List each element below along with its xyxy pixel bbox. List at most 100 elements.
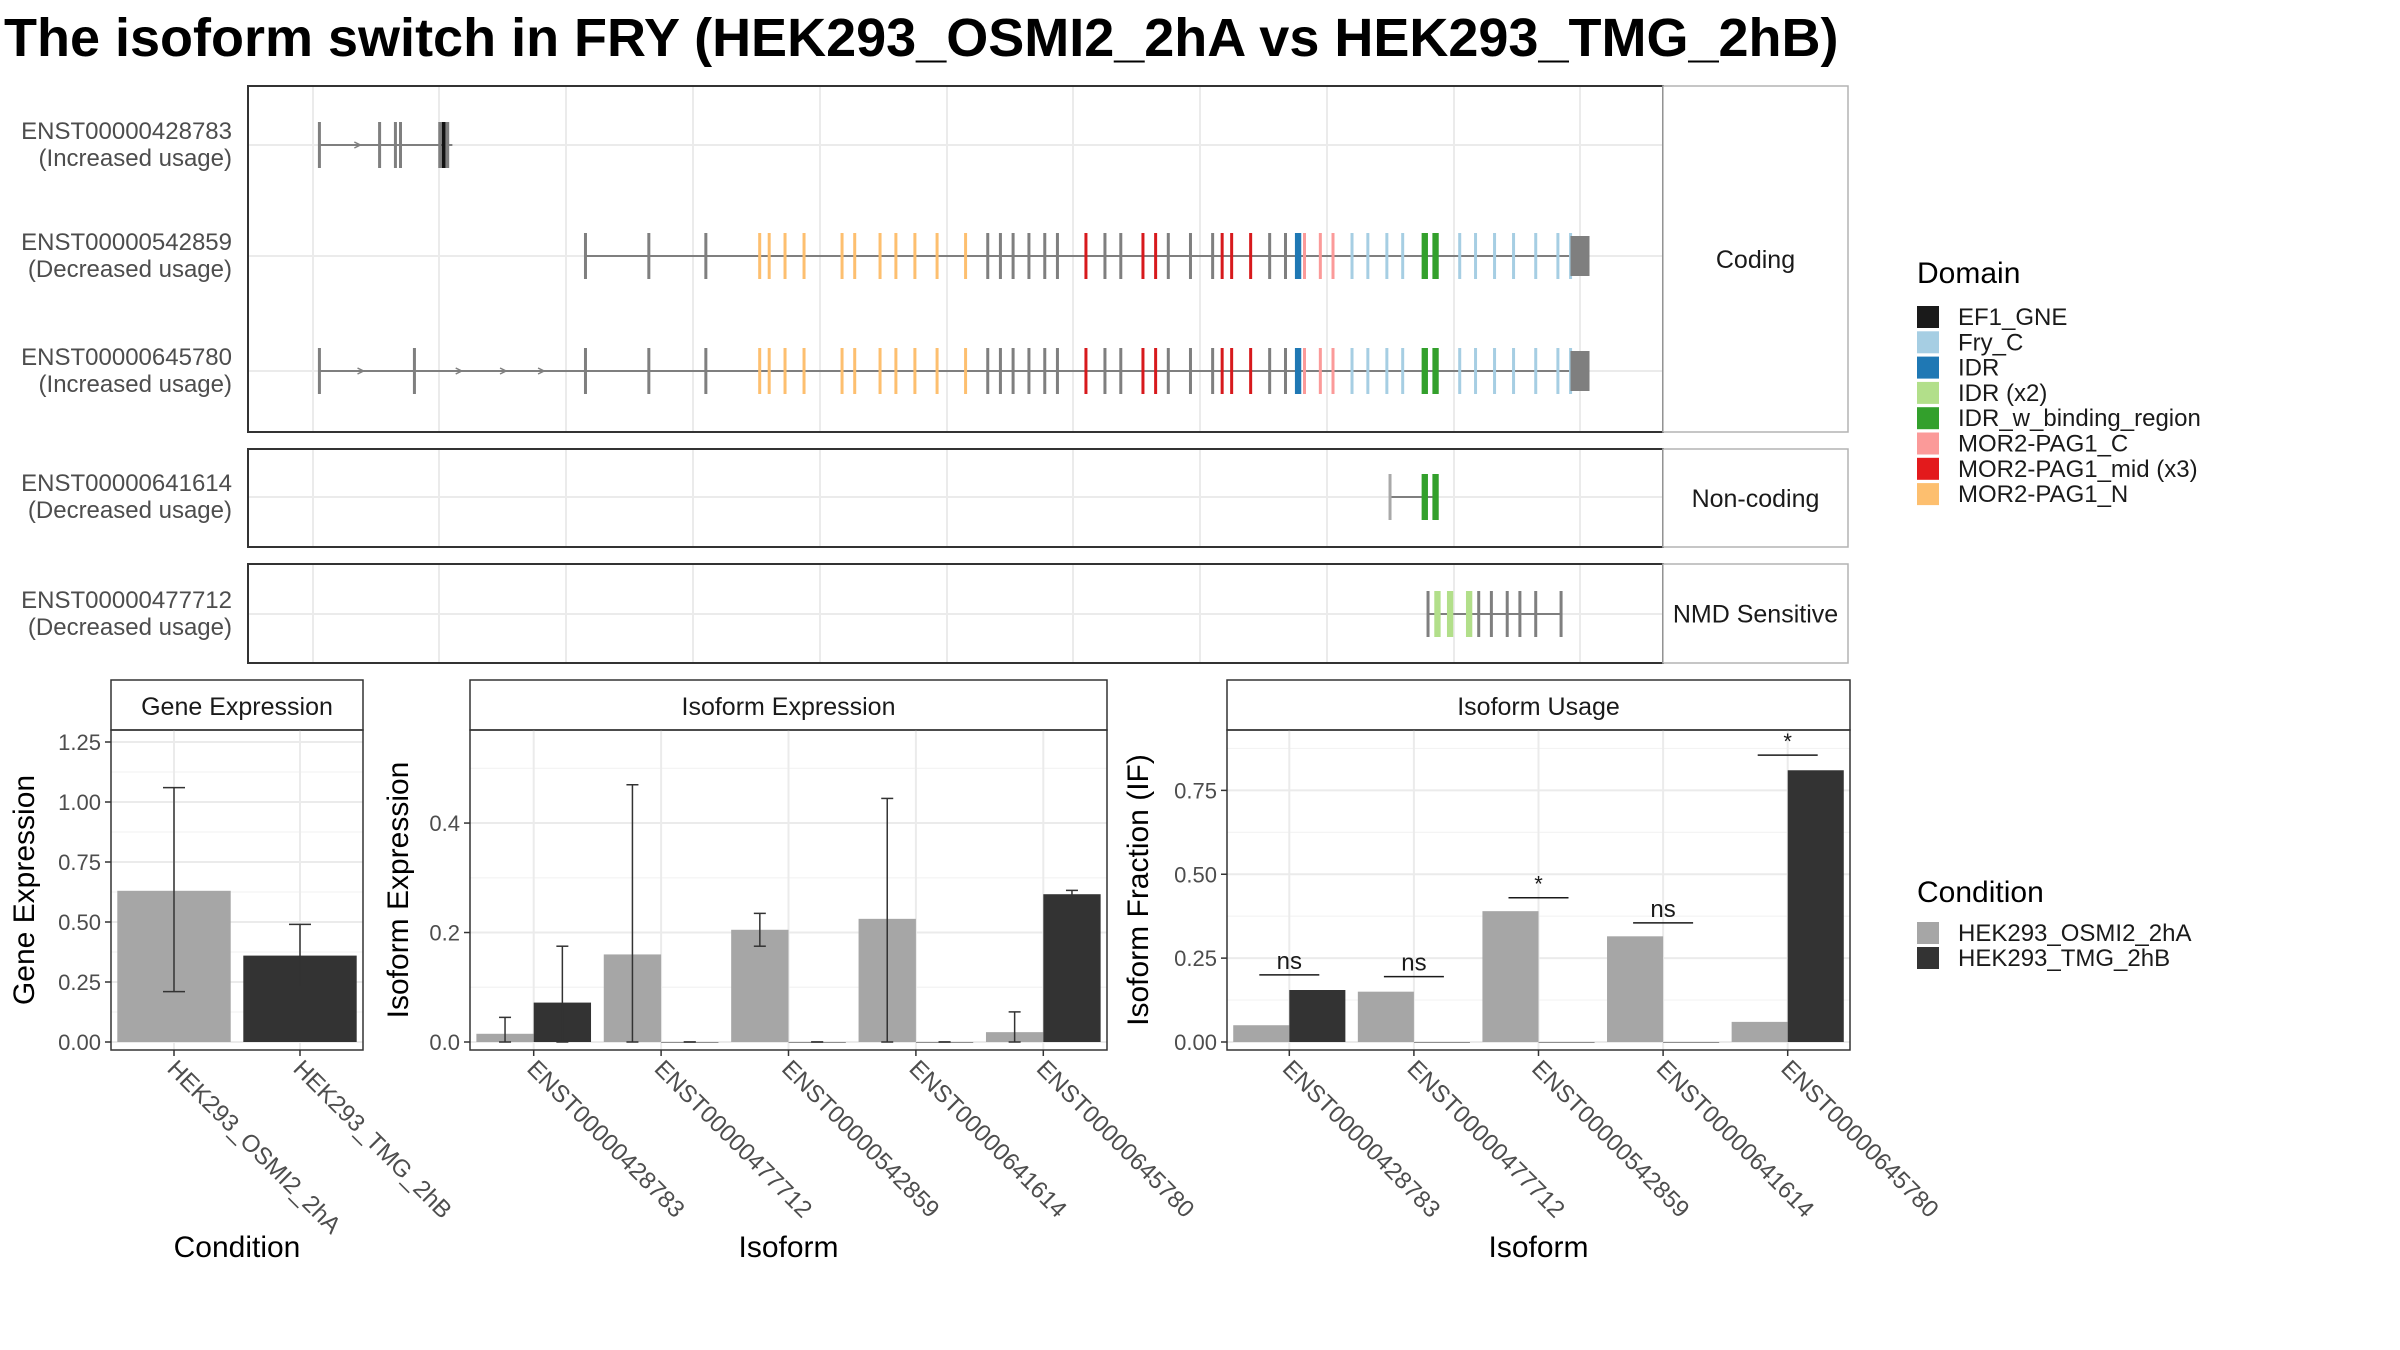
transcript-usage: (Increased usage)	[39, 145, 232, 172]
exon-gray	[704, 348, 708, 394]
exon-blue	[1294, 348, 1302, 394]
exon-lightblue	[1366, 348, 1370, 394]
exon-orange	[802, 233, 806, 279]
bar-1	[1663, 1042, 1720, 1043]
facet-strip	[1662, 563, 1849, 664]
panel-border	[110, 729, 364, 1051]
exon-gray	[1570, 236, 1590, 276]
transcript-ENST00000428783: ENST00000428783(Increased usage)	[21, 118, 453, 172]
exon-gray	[1055, 233, 1059, 279]
exon-gray	[398, 122, 402, 168]
significance-label: *	[1783, 729, 1792, 754]
transcript-ENST00000645780: ENST00000645780(Increased usage)	[21, 344, 1590, 398]
exon-pink	[1318, 233, 1322, 279]
bar-0	[1357, 991, 1414, 1042]
bar-0	[731, 929, 789, 1042]
exon-orange	[935, 233, 939, 279]
intron-arrow	[537, 367, 546, 375]
exon-gray	[445, 122, 450, 168]
exon-green	[1421, 348, 1428, 394]
exon-gray	[704, 233, 708, 279]
legend-domain-label: IDR_w_binding_region	[1958, 405, 2201, 432]
legend-domain-label: Fry_C	[1958, 329, 2023, 356]
exon-orange	[964, 233, 968, 279]
facet-strip-label: Non-coding	[1692, 485, 1820, 513]
exon-gray	[1011, 233, 1015, 279]
transcript-name: ENST00000477712	[21, 587, 232, 614]
exon-gray	[1103, 348, 1107, 394]
legend-domain-title: Domain	[1917, 257, 2020, 290]
exon-orange	[964, 348, 968, 394]
exon-gray	[1119, 348, 1123, 394]
panel-title: Gene Expression	[141, 693, 333, 721]
bar-0	[1731, 1021, 1788, 1042]
exon-orange	[935, 348, 939, 394]
y-axis-title: Isoform Fraction (IF)	[1122, 754, 1155, 1026]
significance-label: *	[1534, 872, 1543, 897]
bar-1	[1043, 894, 1101, 1042]
panel-title: Isoform Usage	[1457, 693, 1620, 721]
legend-domain-swatch	[1917, 483, 1939, 506]
y-tick-label: 1.25	[58, 730, 101, 755]
facet-1: Non-coding ENST00000641614(Decreased usag…	[21, 448, 1849, 548]
exon-lightblue	[1458, 348, 1462, 394]
exon-lightgray	[1388, 474, 1392, 520]
exon-gray	[1027, 348, 1031, 394]
legend-domain-swatch	[1917, 381, 1939, 404]
exon-lightblue	[1512, 233, 1516, 279]
exon-gray	[1211, 233, 1215, 279]
exon-orange	[802, 348, 806, 394]
bar-0	[1482, 911, 1539, 1042]
exon-blue	[1294, 233, 1302, 279]
exon-gray	[1283, 233, 1287, 279]
legend-condition-label: HEK293_TMG_2hB	[1958, 945, 2170, 972]
exon-gray	[1489, 591, 1493, 637]
y-tick-label: 0.00	[1174, 1030, 1217, 1055]
legend-domain-label: EF1_GNE	[1958, 304, 2067, 331]
transcript-ENST00000477712: ENST00000477712(Decreased usage)	[21, 587, 1563, 641]
exon-lightblue	[1385, 233, 1389, 279]
legend-domain-swatch	[1917, 331, 1939, 354]
exon-lightblue	[1458, 233, 1462, 279]
exon-pink	[1303, 233, 1307, 279]
exon-gray	[1119, 233, 1123, 279]
exon-red	[1154, 233, 1158, 279]
exon-red	[1249, 348, 1253, 394]
exon-gray	[1103, 233, 1107, 279]
exon-gray	[412, 348, 416, 394]
exon-lightblue	[1512, 348, 1516, 394]
y-tick-label: 0.2	[429, 921, 460, 946]
panel-strip	[110, 679, 364, 731]
exon-gray	[583, 348, 587, 394]
bar-1	[1413, 1042, 1470, 1043]
exon-gray	[1188, 348, 1192, 394]
panel-strip	[1226, 679, 1851, 731]
y-tick-label: 0.50	[1174, 862, 1217, 887]
exon-red	[1084, 233, 1088, 279]
bar-chart-panels: Gene Expression0.000.250.500.751.001.25H…	[8, 679, 1944, 1264]
exon-orange	[913, 233, 917, 279]
exon-red	[1249, 233, 1253, 279]
exon-gray	[1011, 348, 1015, 394]
bar-0	[1607, 936, 1664, 1042]
exon-red	[1141, 348, 1145, 394]
exon-lightblue	[1493, 233, 1497, 279]
exon-lightblue	[1474, 233, 1478, 279]
x-axis-title: Isoform	[738, 1231, 838, 1264]
exon-orange	[840, 348, 844, 394]
exon-gray	[317, 122, 321, 168]
legend-domain-swatch	[1917, 457, 1939, 480]
legend-condition-title: Condition	[1917, 876, 2044, 909]
y-tick-label: 0.0	[429, 1030, 460, 1055]
exon-gray	[986, 233, 990, 279]
legend-domain-swatch	[1917, 407, 1939, 430]
transcript-name: ENST00000641614	[21, 470, 232, 497]
exon-lightblue	[1474, 348, 1478, 394]
exon-lightblue	[1350, 348, 1354, 394]
exon-black	[441, 122, 448, 168]
exon-gray	[1268, 348, 1272, 394]
exon-lightblue	[1401, 233, 1405, 279]
